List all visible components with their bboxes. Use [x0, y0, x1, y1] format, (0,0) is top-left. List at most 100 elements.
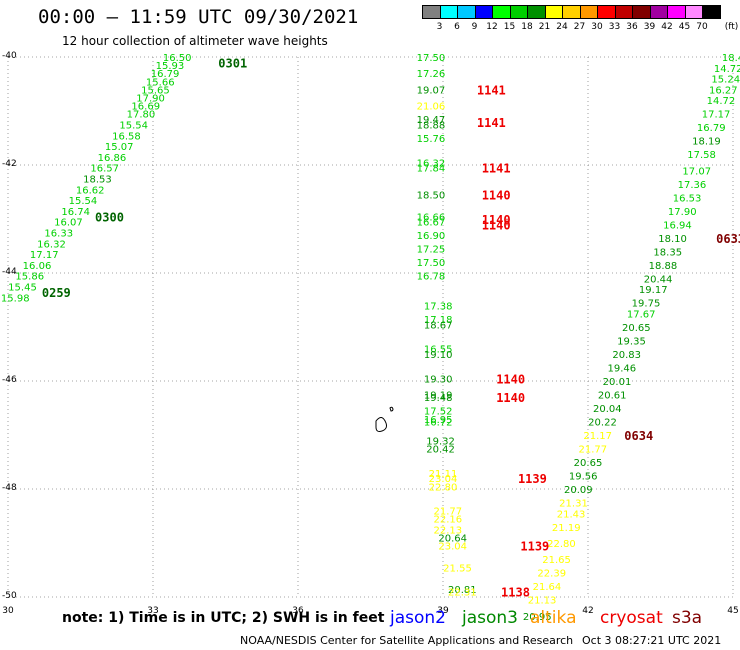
- wave-height-value: 15.54: [119, 121, 148, 132]
- wave-height-value: 22.39: [537, 569, 566, 580]
- wave-height-value: 21.43: [557, 509, 586, 520]
- wave-height-value: 19.17: [639, 285, 668, 296]
- latitude-label: -44: [2, 267, 17, 277]
- wave-height-value: 19.19: [424, 391, 453, 402]
- legend-jason2: jason2: [390, 608, 446, 628]
- wave-height-value: 21.13: [528, 596, 557, 607]
- latitude-label: -50: [2, 591, 17, 601]
- colorbar-label: 12: [486, 22, 498, 32]
- wave-height-value: 17.58: [687, 150, 716, 161]
- wave-height-value: 15.86: [15, 272, 44, 283]
- wave-height-value: 23.04: [429, 474, 458, 485]
- colorbar-swatch: [702, 5, 721, 19]
- wave-height-value: 16.72: [424, 418, 453, 429]
- pass-time-label: 1139: [520, 540, 549, 554]
- wave-height-value: 16.94: [663, 220, 692, 231]
- wave-height-value: 17.50: [417, 258, 446, 269]
- colorbar-label: 15: [503, 22, 516, 32]
- wave-height-value: 17.90: [668, 207, 697, 218]
- pass-time-label: 1140: [482, 213, 511, 227]
- wave-height-value: 16.33: [44, 229, 73, 240]
- wave-height-value: 21.64: [533, 582, 562, 593]
- pass-time-label: 1141: [482, 162, 511, 176]
- wave-height-value: 20.04: [593, 404, 622, 415]
- wave-height-value: 20.42: [426, 445, 455, 456]
- wave-height-value: 19.35: [617, 337, 646, 348]
- footer-timestamp: Oct 3 08:27:21 UTC 2021: [582, 634, 722, 647]
- wave-height-value: 20.95: [523, 612, 552, 623]
- wave-height-value: 22.13: [434, 526, 463, 537]
- wave-height-value: 15.07: [105, 142, 134, 153]
- latitude-label: -42: [2, 159, 17, 169]
- wave-height-value: 16.58: [112, 131, 141, 142]
- wave-height-value: 19.47: [417, 115, 446, 126]
- wave-height-value: 17.67: [627, 310, 656, 321]
- wave-height-value: 21.17: [583, 431, 612, 442]
- latitude-label: -40: [2, 51, 17, 61]
- longitude-label: 39: [437, 606, 449, 616]
- longitude-label: 45: [727, 606, 739, 616]
- colorbar-label: 45: [678, 22, 691, 32]
- wave-height-value: 16.95: [424, 415, 453, 426]
- wave-height-value: 20.65: [574, 458, 603, 469]
- footer-agency: NOAA/NESDIS Center for Satellite Applica…: [240, 634, 574, 647]
- wave-height-value: 16.62: [76, 185, 105, 196]
- pass-time-label: 0301: [218, 56, 247, 70]
- wave-height-value: 17.50: [417, 53, 446, 64]
- pass-time-label: 0300: [95, 210, 124, 224]
- wave-height-value: 19.32: [426, 436, 455, 447]
- wave-height-value: 16.32: [37, 239, 66, 250]
- wave-height-value: 14.72: [714, 64, 740, 75]
- note-text: note: 1) Time is in UTC; 2) SWH is in fe…: [62, 610, 385, 626]
- longitude-label: 36: [292, 606, 304, 616]
- wave-height-value: 16.27: [709, 85, 738, 96]
- wave-height-value: 19.30: [424, 374, 453, 385]
- wave-height-value: 18.53: [83, 175, 112, 186]
- pass-time-label: 1140: [496, 391, 525, 405]
- wave-height-value: 15.45: [8, 283, 37, 294]
- wave-height-value: 21.77: [434, 507, 463, 518]
- wave-height-value: 21.31: [559, 499, 588, 510]
- pass-time-label: 0633: [716, 232, 740, 246]
- pass-time-label: 1140: [482, 189, 511, 203]
- wave-height-value: 18.35: [653, 247, 682, 258]
- wave-height-value: 20.61: [598, 391, 627, 402]
- pass-time-label: 1141: [477, 116, 506, 130]
- colorbar-label: 36: [626, 22, 638, 32]
- graticule: [7, 56, 734, 598]
- legend-cryosat: cryosat: [600, 608, 663, 628]
- wave-height-value: 20.09: [564, 485, 593, 496]
- wave-height-value: 19.48: [424, 393, 453, 404]
- colorbar-label: 39: [643, 22, 656, 32]
- wave-height-value: 15.24: [711, 75, 740, 86]
- wave-height-value: 18.4: [722, 53, 740, 64]
- wave-height-value: 19.46: [608, 364, 637, 375]
- wave-height-value: 20.44: [644, 274, 673, 285]
- colorbar-label: 33: [608, 22, 621, 32]
- island-outline: [375, 406, 394, 432]
- wave-height-value: 20.64: [438, 534, 467, 545]
- wave-height-value: 16.66: [417, 212, 446, 223]
- wave-height-value: 20.81: [448, 585, 477, 596]
- wave-height-value: 16.90: [417, 231, 446, 242]
- wave-height-value: 16.67: [417, 218, 446, 229]
- colorbar-label: 18: [521, 22, 533, 32]
- colorbar-label: 42: [661, 22, 673, 32]
- wave-height-value: 22.80: [429, 482, 458, 493]
- wave-height-value: 23.04: [438, 542, 467, 553]
- wave-height-value: 19.07: [417, 85, 446, 96]
- colorbar-label: 24: [556, 22, 568, 32]
- legend-s3a: s3a: [672, 608, 703, 628]
- wave-height-value: 15.76: [417, 134, 446, 145]
- wave-height-value: 16.55: [424, 345, 453, 356]
- wave-height-value: 18.19: [692, 137, 721, 148]
- wave-height-value: 15.66: [146, 77, 175, 88]
- page-subtitle: 12 hour collection of altimeter wave hei…: [62, 34, 328, 48]
- legend-altika: altika: [530, 608, 577, 628]
- wave-height-value: 17.26: [417, 69, 446, 80]
- wave-height-value: 16.07: [54, 218, 83, 229]
- time-labels: 0301030002591141114111411140114011401140…: [42, 56, 740, 599]
- latitude-label: -46: [2, 375, 17, 385]
- colorbar-label: 30: [591, 22, 603, 32]
